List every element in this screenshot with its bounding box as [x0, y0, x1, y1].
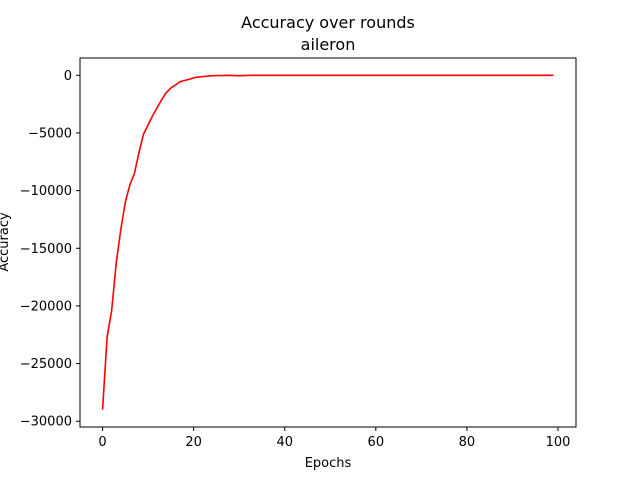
- x-tick-label: 20: [185, 435, 202, 450]
- y-tick-label: −10000: [20, 184, 72, 199]
- x-tick-label: 80: [459, 435, 476, 450]
- y-tick-label: −20000: [20, 299, 72, 314]
- x-axis-label: Epochs: [305, 456, 352, 471]
- plot-area: 0 20 40 60 80 100 0 −5000 −10000 −15000 −20000 −250…: [20, 57, 577, 450]
- chart-subtitle: aileron: [301, 35, 356, 54]
- x-tick-label: 40: [276, 435, 293, 450]
- chart-title: Accuracy over rounds: [241, 13, 415, 32]
- x-tick-label: 60: [368, 435, 385, 450]
- y-tick-label: −5000: [28, 126, 72, 141]
- y-tick-label: 0: [64, 69, 72, 84]
- series-line-0: [101, 74, 554, 410]
- x-tick-label: 100: [546, 435, 571, 450]
- y-tick-label: −15000: [20, 242, 72, 257]
- axes-frame: [79, 57, 577, 428]
- y-axis-label: Accuracy: [0, 212, 12, 272]
- x-tick-label: 0: [98, 435, 106, 450]
- y-tick-label: −30000: [20, 415, 72, 430]
- y-tick-label: −25000: [20, 357, 72, 372]
